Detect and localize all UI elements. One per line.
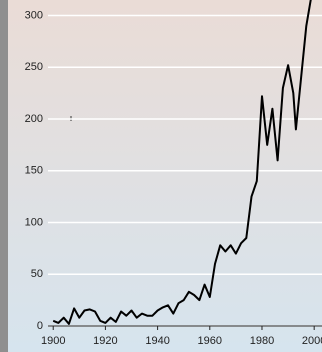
plot-area bbox=[52, 0, 312, 325]
y-tick-label: 300 bbox=[25, 9, 43, 21]
y-tick-label: 0 bbox=[37, 320, 43, 332]
y-tick-label: 50 bbox=[31, 268, 43, 280]
x-tick-label: 1920 bbox=[93, 335, 117, 347]
y-tick-label: 200 bbox=[25, 113, 43, 125]
x-tick-label: 1980 bbox=[250, 335, 274, 347]
x-tick-label: 2000 bbox=[302, 335, 322, 347]
y-tick-label: 100 bbox=[25, 216, 43, 228]
x-tick-label: 1900 bbox=[41, 335, 65, 347]
x-tick-label: 1940 bbox=[145, 335, 169, 347]
y-tick-label: 250 bbox=[25, 61, 43, 73]
y-tick-label: 150 bbox=[25, 165, 43, 177]
side-strip bbox=[0, 0, 8, 352]
data-line bbox=[52, 0, 312, 325]
x-tick-label: 1960 bbox=[198, 335, 222, 347]
